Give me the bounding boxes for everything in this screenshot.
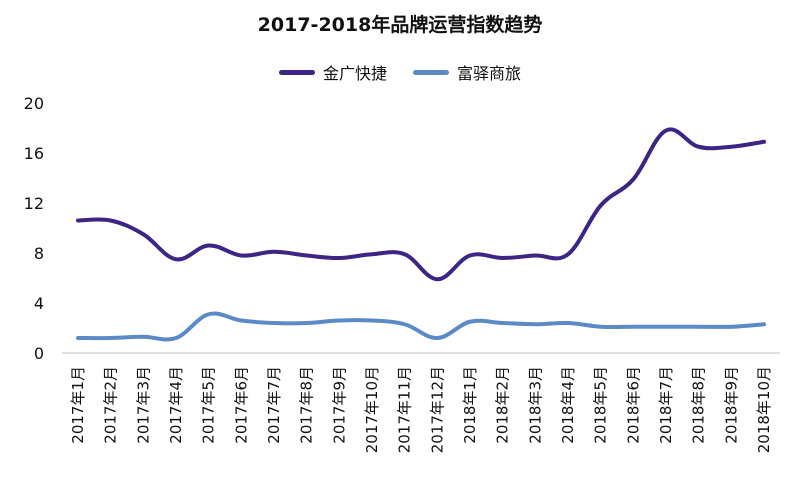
x-tick-label-19: 2018年8月 [690, 366, 708, 444]
series-line-0 [76, 127, 766, 282]
y-tick-label-2: 8 [34, 244, 44, 263]
series-line-1 [76, 311, 766, 342]
legend-label-series-0: 金广快捷 [322, 64, 387, 83]
x-tick-label-11: 2017年12月 [428, 366, 446, 453]
x-tick-label-20: 2018年9月 [722, 366, 740, 444]
y-axis-labels: 0 4 8 12 16 20 [24, 94, 44, 363]
y-tick-label-5: 20 [24, 94, 44, 113]
y-tick-label-1: 4 [34, 294, 44, 313]
x-tick-label-7: 2017年8月 [298, 366, 316, 444]
legend: 金广快捷 富驿商旅 [0, 60, 800, 84]
x-tick-label-3: 2017年4月 [167, 366, 185, 444]
y-tick-label-0: 0 [34, 344, 44, 363]
x-tick-label-13: 2018年2月 [494, 366, 512, 444]
chart-title: 2017-2018年品牌运营指数趋势 [257, 14, 543, 36]
x-tick-label-4: 2017年5月 [200, 366, 218, 444]
x-tick-label-14: 2018年3月 [526, 366, 544, 444]
x-tick-label-17: 2018年6月 [624, 366, 642, 444]
x-tick-label-5: 2017年6月 [232, 366, 250, 444]
x-axis-labels: 2017年1月 2017年2月 2017年3月 2017年4月 2017年5月 2017年… [69, 366, 773, 453]
x-tick-label-6: 2017年7月 [265, 366, 283, 444]
x-tick-label-16: 2018年5月 [592, 366, 610, 444]
legend-swatch-series-1 [413, 69, 449, 75]
legend-item-series-0: 金广快捷 [278, 60, 387, 84]
y-tick-label-4: 16 [24, 144, 44, 163]
x-tick-label-9: 2017年10月 [363, 366, 381, 453]
y-tick-label-3: 12 [24, 194, 44, 213]
x-tick-label-21: 2018年10月 [755, 366, 773, 453]
x-tick-label-8: 2017年9月 [330, 366, 348, 444]
x-tick-label-18: 2018年7月 [657, 366, 675, 444]
legend-item-series-1: 富驿商旅 [413, 60, 521, 84]
x-tick-label-0: 2017年1月 [69, 366, 87, 444]
x-tick-label-10: 2017年11月 [396, 366, 414, 453]
x-tick-label-1: 2017年2月 [102, 366, 120, 444]
x-tick-label-2: 2017年3月 [134, 366, 152, 444]
legend-swatch-series-0 [278, 69, 315, 75]
series-lines [76, 127, 766, 342]
x-tick-label-12: 2018年1月 [461, 366, 479, 444]
x-tick-label-15: 2018年4月 [559, 366, 577, 444]
legend-label-series-1: 富驿商旅 [457, 64, 522, 83]
